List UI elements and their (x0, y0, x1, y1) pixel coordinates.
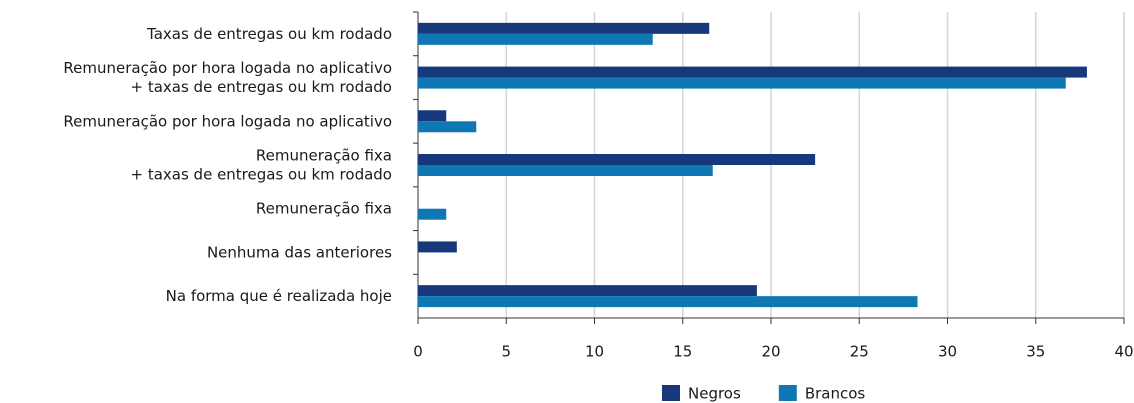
legend-swatch (662, 385, 680, 401)
bar (418, 165, 713, 176)
x-tick-label: 15 (673, 343, 692, 361)
x-tick-label: 0 (413, 343, 423, 361)
y-tick-label: Taxas de entregas ou km rodado (146, 24, 392, 42)
bar (418, 66, 1087, 78)
bar (418, 77, 1066, 89)
x-tick-label: 30 (938, 343, 957, 361)
x-tick-label: 25 (850, 343, 869, 361)
bar (418, 241, 457, 253)
y-tick-label: Remuneração fixa + taxas de entregas ou k… (130, 146, 392, 183)
bar (418, 296, 918, 308)
bar (418, 154, 816, 165)
bar (418, 208, 447, 220)
bar (418, 33, 653, 45)
legend-swatch (778, 385, 797, 401)
bar (418, 121, 477, 133)
bar (418, 22, 710, 34)
x-tick-label: 5 (501, 343, 511, 361)
y-tick-label: Remuneração fixa (256, 199, 392, 217)
legend-label: Negros (688, 385, 741, 403)
y-tick-label: Remuneração por hora logada no aplicativ… (63, 112, 392, 130)
y-tick-label: Na forma que é realizada hoje (166, 287, 392, 305)
x-tick-label: 40 (1114, 343, 1133, 361)
x-tick-label: 35 (1026, 343, 1045, 361)
y-tick-label: Remuneração por hora logada no aplicativ… (63, 59, 392, 96)
x-tick-label: 10 (585, 343, 604, 361)
x-tick-label: 20 (761, 343, 780, 361)
bar (418, 285, 757, 297)
bar (418, 110, 447, 122)
legend-label: Brancos (805, 385, 866, 403)
y-tick-label: Nenhuma das anteriores (207, 243, 392, 261)
